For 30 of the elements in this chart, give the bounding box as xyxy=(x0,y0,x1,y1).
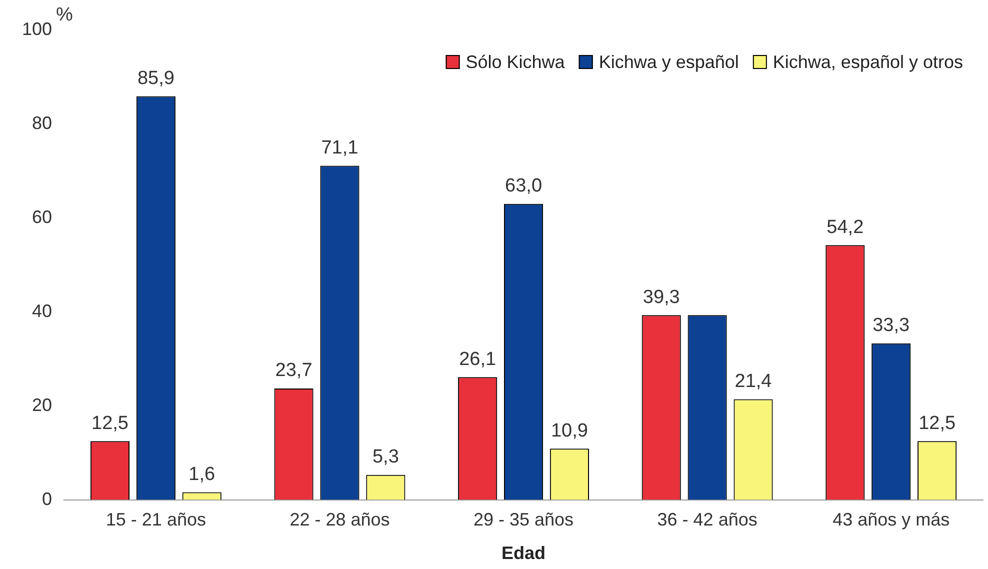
y-tick-label: 0 xyxy=(42,488,52,509)
y-tick-label: 100 xyxy=(22,18,52,39)
legend-label: Sólo Kichwa xyxy=(466,52,566,72)
data-label: 39,3 xyxy=(642,286,680,308)
x-tick-label: 36 - 42 años xyxy=(657,510,758,530)
x-tick-label: 29 - 35 años xyxy=(473,510,574,530)
data-label: 1,6 xyxy=(188,464,216,486)
data-label: 33,3 xyxy=(872,315,910,336)
data-label: 12,5 xyxy=(91,412,128,434)
data-label: 12,5 xyxy=(918,412,956,434)
data-label: 23,7 xyxy=(275,360,312,382)
data-label: 21,4 xyxy=(734,370,772,392)
x-tick-label: 15 - 21 años xyxy=(106,510,206,530)
data-label: 5,3 xyxy=(372,446,399,468)
x-tick-label: 43 años y más xyxy=(832,510,950,530)
legend-label: Kichwa y español xyxy=(598,52,739,72)
y-tick-label: 20 xyxy=(32,394,52,415)
data-label: 71,1 xyxy=(321,138,358,159)
legend-label: Kichwa, español y otros xyxy=(772,52,964,72)
x-axis-title: Edad xyxy=(502,543,546,564)
data-label: 10,9 xyxy=(550,420,588,442)
data-label: 85,9 xyxy=(137,68,174,89)
y-tick-label: 40 xyxy=(32,300,52,321)
data-label: 54,2 xyxy=(826,216,864,238)
data-label: 63,0 xyxy=(505,176,542,197)
data-label: 26,1 xyxy=(459,348,496,370)
y-tick-label: 60 xyxy=(32,206,52,227)
y-tick-label: 80 xyxy=(32,112,52,133)
y-axis-title: % xyxy=(56,4,74,26)
x-tick-label: 22 - 28 años xyxy=(290,510,390,530)
